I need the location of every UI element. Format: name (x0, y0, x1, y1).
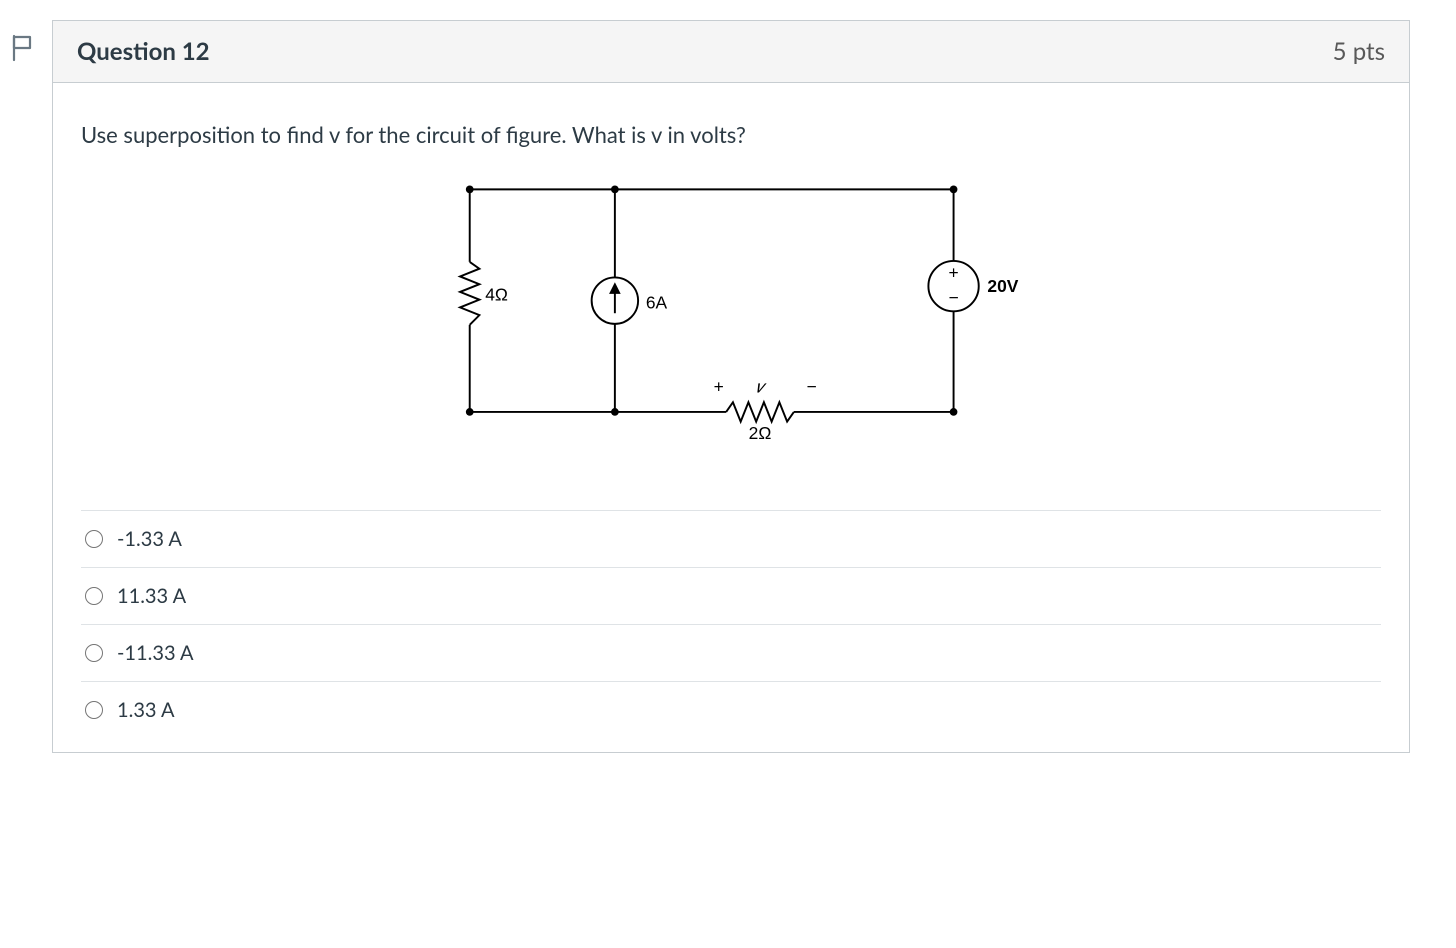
answer-radio[interactable] (85, 701, 103, 719)
v-plus-label: + (714, 377, 724, 397)
vs-minus-label: − (948, 288, 958, 308)
question-body: Use superposition to find v for the circ… (53, 83, 1409, 752)
answer-radio[interactable] (85, 587, 103, 605)
question-points: 5 pts (1333, 37, 1385, 66)
answers-list: -1.33 A 11.33 A -11.33 A 1.33 A (81, 510, 1381, 738)
flag-icon[interactable] (10, 34, 34, 62)
answer-option[interactable]: 1.33 A (81, 681, 1381, 738)
question-header: Question 12 5 pts (53, 21, 1409, 83)
answer-label: 1.33 A (117, 698, 1377, 722)
v-minus-label: − (806, 377, 816, 397)
answer-option[interactable]: -11.33 A (81, 624, 1381, 681)
resistor2-label: 2Ω (749, 423, 772, 443)
answer-label: -1.33 A (117, 527, 1377, 551)
answer-radio[interactable] (85, 644, 103, 662)
answer-option[interactable]: 11.33 A (81, 567, 1381, 624)
answer-radio[interactable] (85, 530, 103, 548)
answer-option[interactable]: -1.33 A (81, 510, 1381, 567)
question-prompt: Use superposition to find v for the circ… (81, 121, 1381, 148)
current-source-label: 6A (646, 292, 668, 312)
question-wrapper: Question 12 5 pts Use superposition to f… (10, 20, 1410, 753)
answer-label: 11.33 A (117, 584, 1377, 608)
flag-column (10, 20, 40, 62)
voltage-source-label: 20V (987, 276, 1018, 296)
question-card: Question 12 5 pts Use superposition to f… (52, 20, 1410, 753)
circuit-svg: 4Ω 6A + − 20V (431, 170, 1031, 460)
vs-plus-label: + (948, 262, 958, 282)
circuit-figure: 4Ω 6A + − 20V (81, 170, 1381, 460)
answer-label: -11.33 A (117, 641, 1377, 665)
question-title: Question 12 (77, 37, 210, 66)
v-symbol-label: 𝑣 (756, 377, 767, 397)
resistor1-label: 4Ω (485, 285, 508, 305)
